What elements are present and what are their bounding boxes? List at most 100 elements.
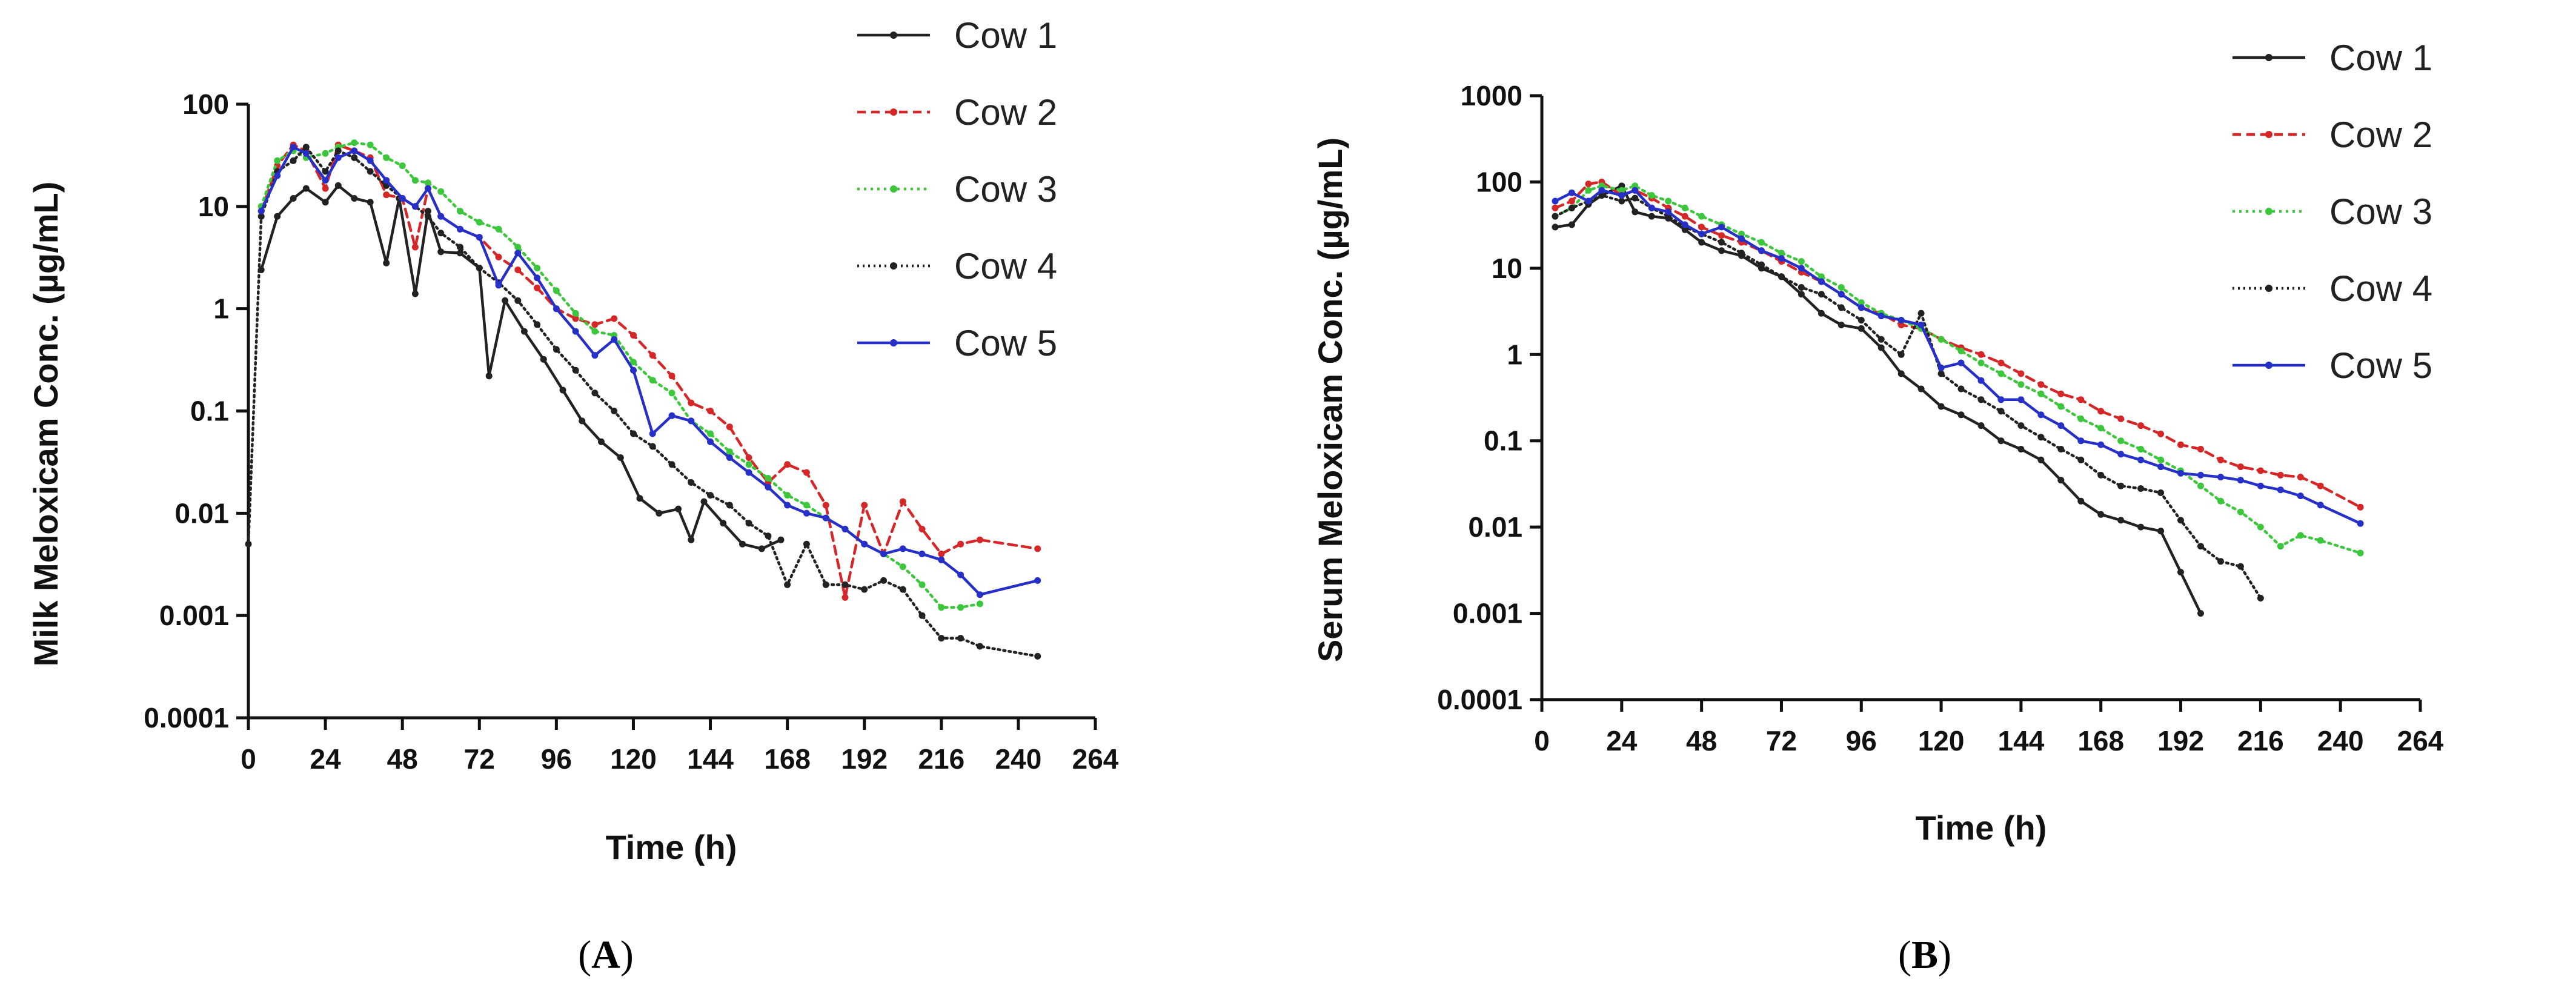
panel-b-x-tick-label: 0: [1534, 725, 1550, 757]
panel-a-caption: (A): [578, 933, 634, 977]
panel-b-point-cow-3: [1585, 187, 1592, 194]
panel-a-point-cow-1: [758, 545, 765, 552]
panel-b-point-cow-5: [1632, 187, 1639, 194]
panel-b-point-cow-3: [1681, 204, 1688, 211]
panel-a-y-tick-label: 0.001: [159, 600, 229, 631]
panel-b-point-cow-4: [2237, 563, 2244, 570]
panel-a-x-tick-label: 120: [610, 743, 657, 775]
panel-b-point-cow-2: [1552, 204, 1559, 211]
panel-a-point-cow-5: [957, 571, 964, 578]
panel-b-point-cow-4: [2217, 558, 2224, 565]
panel-a-point-cow-1: [437, 248, 445, 256]
panel-a-point-cow-5: [334, 154, 342, 161]
panel-b-point-cow-5: [1718, 224, 1725, 231]
panel-a-point-cow-5: [976, 591, 983, 598]
panel-a-point-cow-4: [842, 581, 849, 588]
panel-b-point-cow-3: [2097, 425, 2105, 432]
panel-b-x-tick-label: 168: [2077, 725, 2124, 757]
panel-a-point-cow-5: [745, 469, 752, 476]
panel-b-point-cow-2: [1681, 213, 1688, 220]
panel-b-point-cow-1: [2137, 523, 2145, 531]
panel-b-point-cow-5: [1937, 364, 1945, 371]
panel-b-point-cow-1: [1837, 322, 1845, 328]
panel-b-point-cow-4: [1857, 317, 1865, 324]
panel-a-x-tick-label: 216: [918, 743, 964, 775]
panel-b-series-cow-3: [1553, 184, 2362, 555]
panel-b-point-cow-5: [1798, 265, 1805, 272]
panel-a-point-cow-2: [822, 502, 829, 509]
panel-b-point-cow-4: [1598, 192, 1605, 199]
panel-a-x-tick-label: 96: [541, 743, 572, 775]
panel-b-point-cow-5: [1681, 221, 1688, 228]
panel-b-x-tick-label: 120: [1918, 725, 1965, 757]
panel-b-point-cow-3: [1648, 192, 1655, 199]
panel-a-y-tick-label: 100: [182, 88, 229, 120]
panel-a-point-cow-5: [514, 250, 522, 257]
panel-b-x-tick-label: 192: [2157, 725, 2204, 757]
panel-a-point-cow-4: [476, 265, 483, 271]
panel-a-point-cow-2: [630, 332, 637, 339]
panel-a-point-cow-1: [274, 213, 281, 220]
panel-a-point-cow-4: [351, 154, 358, 161]
panel-b-point-cow-5: [2217, 474, 2224, 481]
panel-a-series: [245, 139, 1041, 660]
panel-b-point-cow-4: [1632, 194, 1639, 202]
panel-b-point-cow-4: [1618, 197, 1625, 205]
panel-b-point-cow-5: [2097, 441, 2105, 448]
panel-b-legend-label-cow-2: Cow 2: [2329, 114, 2432, 155]
panel-a-y-tick-label: 1: [213, 293, 229, 325]
panel-b-point-cow-2: [2277, 471, 2284, 479]
panel-b-point-cow-3: [2137, 446, 2145, 452]
panel-b-chart: Serum Meloxicam Conc. (µg/mL) Time (h) 0…: [1311, 38, 2444, 847]
panel-b-point-cow-1: [2057, 477, 2065, 484]
panel-b-point-cow-5: [1698, 230, 1705, 237]
panel-b-legend-marker-cow-2: [2265, 131, 2272, 138]
panel-a-point-cow-3: [274, 157, 281, 164]
panel-a-point-cow-1: [559, 386, 566, 394]
panel-a-point-cow-2: [383, 191, 390, 199]
panel-a-point-cow-3: [383, 154, 390, 161]
panel-b-point-cow-1: [1897, 370, 1905, 377]
panel-a-point-cow-1: [579, 417, 586, 425]
panel-a-point-cow-1: [700, 498, 708, 505]
panel-b-point-cow-1: [1698, 239, 1705, 246]
panel-a-point-cow-3: [322, 150, 329, 157]
panel-a-point-cow-5: [1034, 577, 1041, 584]
panel-a-point-cow-4: [425, 213, 431, 220]
panel-a-y-tick-label: 10: [198, 191, 229, 222]
panel-b-point-cow-3: [2237, 508, 2244, 515]
panel-b-point-cow-5: [1897, 317, 1905, 324]
panel-a-point-cow-3: [495, 225, 502, 233]
panel-b-point-cow-5: [1997, 396, 2005, 403]
panel-a-point-cow-1: [367, 199, 374, 206]
panel-a-point-cow-3: [572, 310, 579, 317]
panel-a-legend-label-cow-3: Cow 3: [954, 169, 1057, 210]
panel-b-point-cow-1: [2077, 497, 2085, 505]
panel-b-caption: (B): [1898, 933, 1951, 977]
panel-b-point-cow-1: [1718, 247, 1725, 254]
panel-a-point-cow-5: [302, 150, 310, 157]
panel-b-y-tick-label: 10: [1492, 253, 1522, 284]
panel-b-point-cow-5: [2137, 456, 2145, 463]
panel-a-point-cow-4: [572, 366, 579, 374]
panel-a-point-cow-3: [425, 179, 431, 187]
panel-b-point-cow-1: [2097, 511, 2105, 518]
panel-a-point-cow-4: [957, 635, 964, 642]
panel-a-point-cow-3: [411, 177, 419, 184]
panel-b-point-cow-2: [2137, 422, 2145, 429]
panel-a-point-cow-1: [688, 536, 695, 543]
panel-a-point-cow-4: [688, 479, 695, 486]
panel-a-point-cow-2: [572, 315, 579, 322]
panel-b-point-cow-4: [1837, 304, 1845, 311]
panel-a-point-cow-5: [457, 225, 463, 233]
panel-b-point-cow-4: [1897, 351, 1905, 358]
panel-b-point-cow-2: [1698, 224, 1705, 231]
panel-b-point-cow-2: [2237, 463, 2244, 471]
panel-b-point-cow-4: [2157, 489, 2165, 496]
panel-a-x-tick-label: 72: [464, 743, 495, 775]
panel-b-legend-label-cow-5: Cow 5: [2329, 345, 2432, 386]
panel-a-point-cow-4: [784, 581, 791, 588]
panel-b-point-cow-3: [2357, 549, 2364, 557]
panel-b-point-cow-4: [2197, 543, 2204, 550]
panel-b-point-cow-1: [1917, 385, 1925, 393]
